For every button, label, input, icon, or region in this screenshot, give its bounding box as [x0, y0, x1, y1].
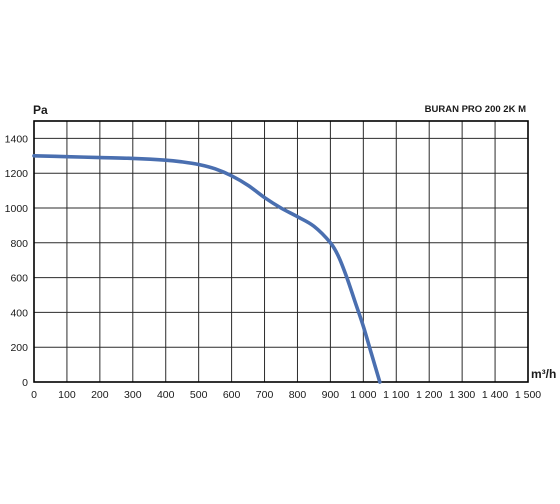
grid — [34, 121, 528, 382]
y-tick-label: 600 — [10, 273, 28, 285]
y-tick-label: 800 — [10, 238, 28, 250]
tick-labels: 0 100 200 300 400 500 600 700 800 900 1 000 1 100 1 … — [5, 133, 542, 401]
x-tick-label: 900 — [322, 389, 340, 401]
y-tick-label: 1400 — [5, 133, 29, 145]
y-tick-label: 0 — [22, 377, 28, 389]
x-tick-label: 400 — [157, 389, 175, 401]
y-tick-label: 1000 — [5, 203, 29, 215]
x-tick-label: 600 — [223, 389, 241, 401]
x-tick-label: 200 — [91, 389, 109, 401]
x-tick-label: 700 — [256, 389, 274, 401]
pressure-flow-curve — [32, 154, 382, 384]
chart-title: BURAN PRO 200 2K M — [425, 104, 526, 115]
plot-frame — [33, 120, 529, 383]
x-tick-label: 1 300 — [449, 389, 475, 401]
x-tick-label: 100 — [58, 389, 76, 401]
x-axis-label: m³/h — [531, 367, 556, 381]
x-tick-label: 1 500 — [515, 389, 541, 401]
x-tick-label: 500 — [190, 389, 208, 401]
x-tick-label: 1 200 — [416, 389, 442, 401]
y-tick-label: 1200 — [5, 168, 29, 180]
y-axis-label: Pa — [33, 103, 48, 117]
x-tick-label: 0 — [31, 389, 37, 401]
y-tick-label: 200 — [10, 342, 28, 354]
x-tick-label: 300 — [124, 389, 142, 401]
x-tick-label: 1 400 — [482, 389, 508, 401]
x-tick-label: 800 — [289, 389, 307, 401]
x-tick-label: 1 000 — [350, 389, 376, 401]
y-tick-label: 400 — [10, 307, 28, 319]
x-tick-label: 1 100 — [383, 389, 409, 401]
